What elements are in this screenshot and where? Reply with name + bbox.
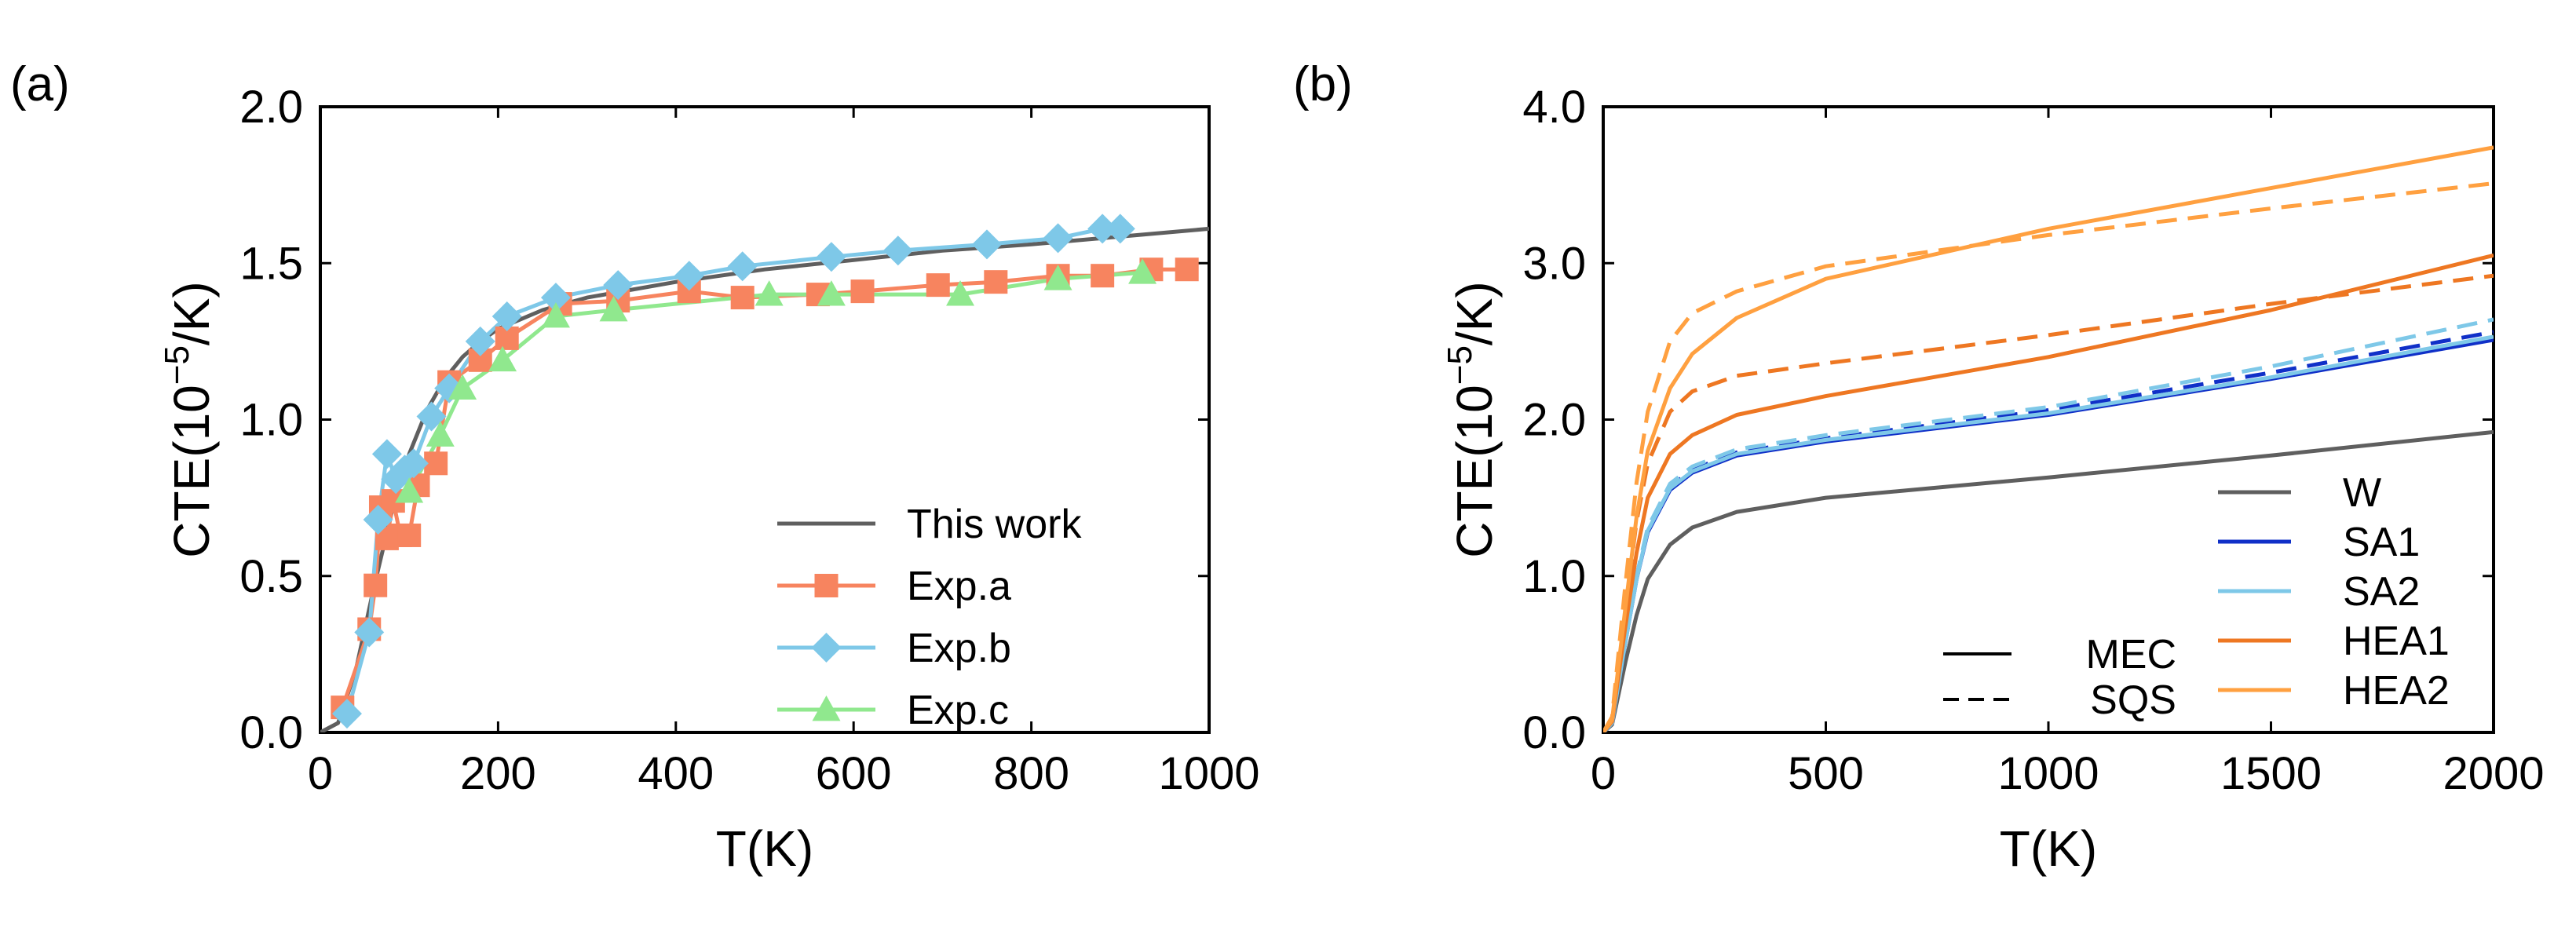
y-tick-label: 1.0 — [239, 395, 303, 446]
data-point-exp-a — [1175, 257, 1199, 282]
y-axis-label-exponent: −5 — [158, 345, 196, 385]
data-point-exp-b — [398, 448, 429, 479]
plot-area — [1603, 145, 2494, 732]
panel-label: (a) — [10, 57, 70, 111]
data-point-exp-b — [1105, 214, 1135, 244]
x-tick-label: 0 — [1591, 748, 1616, 799]
data-point-exp-b — [331, 699, 362, 729]
x-axis-label: T(K) — [2000, 820, 2097, 877]
x-tick-label: 600 — [816, 748, 892, 799]
y-tick-label: 4.0 — [1522, 82, 1586, 133]
legend-label-exp-a: Exp.a — [907, 564, 1011, 609]
series-line-w-mec — [1603, 429, 2494, 732]
data-point-exp-b — [354, 617, 385, 648]
data-point-exp-a — [730, 286, 755, 310]
data-point-exp-a — [984, 270, 1008, 294]
data-point-exp-a — [1091, 264, 1115, 288]
legend-label-exp-b: Exp.b — [907, 626, 1011, 671]
data-point-exp-c — [1128, 258, 1157, 284]
legend-color-label-hea2: HEA2 — [2343, 668, 2450, 714]
data-point-exp-c — [541, 301, 570, 328]
chart-panel-a: 0 200 400 600 800 1000 0.0 0.5 1.0 1.5 2.0 T(K) CTE(… — [10, 57, 1260, 877]
data-point-exp-b — [674, 261, 704, 291]
legend-color-label-w: W — [2343, 470, 2381, 516]
series-line-hea2-sqs — [1603, 181, 2494, 732]
y-axis-label-unit: /K) — [1446, 281, 1503, 345]
legend-style-label-mec: MEC — [2085, 632, 2176, 677]
data-point-exp-a — [850, 279, 875, 304]
y-tick-label: 1.5 — [239, 238, 303, 289]
data-point-exp-b — [727, 251, 758, 282]
data-point-exp-c — [817, 280, 846, 306]
data-point-exp-c — [946, 280, 975, 306]
y-tick-label: 0.5 — [239, 551, 303, 602]
panel-label: (b) — [1293, 57, 1353, 111]
data-point-exp-a — [397, 523, 422, 547]
data-point-exp-b — [1087, 214, 1118, 244]
data-point-exp-b — [371, 439, 402, 469]
data-point-exp-b — [363, 505, 393, 535]
x-tick-label: 200 — [460, 748, 536, 799]
data-point-exp-a — [926, 273, 950, 298]
legend-label-exp-c: Exp.c — [907, 688, 1009, 733]
data-point-exp-b — [972, 229, 1002, 260]
data-point-exp-b — [1043, 223, 1073, 254]
x-axis-label: T(K) — [716, 820, 813, 877]
plot-frame — [1602, 105, 2495, 734]
x-tick-label: 400 — [638, 748, 714, 799]
data-point-exp-c — [426, 421, 455, 447]
data-point-exp-b — [603, 270, 634, 301]
legend-marker-exp-c — [812, 696, 841, 721]
data-point-exp-c — [599, 296, 628, 322]
y-tick-label: 3.0 — [1522, 238, 1586, 289]
data-point-exp-c — [1043, 265, 1072, 290]
data-point-exp-c — [488, 345, 517, 372]
legend-label-this-work: This work — [907, 502, 1082, 547]
legend-color-label-sa2: SA2 — [2343, 569, 2420, 615]
y-tick-label: 1.0 — [1522, 551, 1586, 602]
data-point-exp-b — [882, 236, 913, 266]
data-point-exp-c — [395, 477, 424, 503]
plot-frame — [319, 105, 1211, 734]
y-tick-label: 2.0 — [239, 82, 303, 133]
data-point-exp-b — [434, 373, 465, 403]
data-point-exp-b — [540, 283, 571, 313]
y-tick-label: 0.0 — [1522, 707, 1586, 758]
series-line-hea2-mec — [1603, 145, 2494, 732]
data-point-exp-c — [755, 280, 784, 306]
y-tick-label: 0.0 — [239, 707, 303, 758]
data-point-exp-b — [465, 326, 495, 356]
data-point-exp-b — [816, 242, 846, 272]
y-tick-label: 2.0 — [1522, 395, 1586, 446]
y-axis-label: CTE(10−5/K) — [158, 281, 220, 557]
data-point-exp-a — [364, 573, 388, 597]
x-tick-label: 1500 — [2220, 748, 2322, 799]
x-tick-label: 500 — [1788, 748, 1864, 799]
legend-marker-exp-a — [814, 574, 839, 597]
x-tick-label: 1000 — [1997, 748, 2099, 799]
legend-color-label-hea1: HEA1 — [2343, 619, 2450, 664]
legend-color-label-sa1: SA1 — [2343, 520, 2420, 565]
y-axis-label-base: CTE(10 — [163, 385, 220, 558]
y-axis-label-base: CTE(10 — [1446, 385, 1503, 558]
x-tick-label: 2000 — [2443, 748, 2544, 799]
x-tick-label: 1000 — [1158, 748, 1259, 799]
y-axis-label-exponent: −5 — [1441, 345, 1479, 385]
x-tick-label: 0 — [308, 748, 333, 799]
legend-style-label-sqs: SQS — [2090, 677, 2176, 723]
x-tick-label: 800 — [993, 748, 1069, 799]
legend-marker-exp-b — [811, 633, 842, 663]
y-axis-label: CTE(10−5/K) — [1441, 281, 1503, 557]
data-point-exp-b — [491, 301, 522, 331]
chart-panel-b: 0 500 1000 1500 2000 0.0 1.0 2.0 3.0 4.0 T(K) CTE(1… — [1293, 57, 2545, 877]
data-point-exp-c — [448, 374, 477, 400]
legend: This work Exp.a Exp.b Exp.c — [777, 502, 1082, 733]
y-axis-label-unit: /K) — [163, 281, 220, 345]
